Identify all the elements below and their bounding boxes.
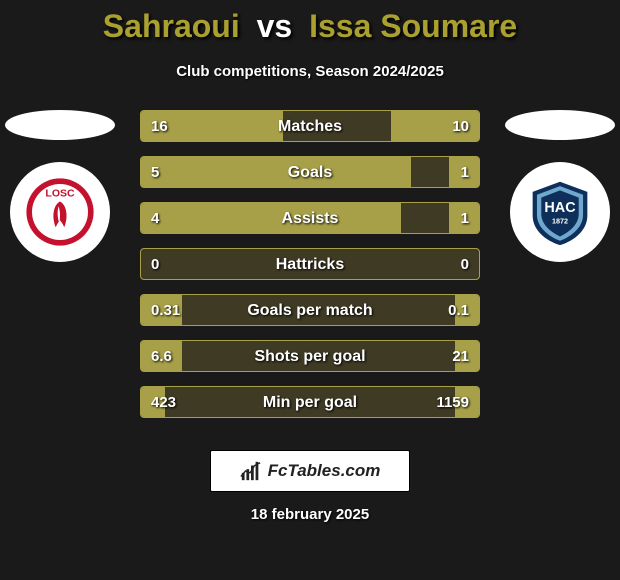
hac-crest-icon: HAC 1872: [524, 176, 596, 248]
stat-bar: 6.621Shots per goal: [140, 340, 480, 372]
stat-bar: 51Goals: [140, 156, 480, 188]
comparison-panel: LOSC HAC 1872 1610Matches 51Goals 41Assist…: [0, 110, 620, 430]
player1-name: Sahraoui: [103, 8, 240, 44]
stat-label: Goals per match: [141, 295, 479, 326]
stat-label: Assists: [141, 203, 479, 234]
subtitle: Club competitions, Season 2024/2025: [0, 63, 620, 80]
chart-icon: [240, 460, 262, 482]
stat-label: Matches: [141, 111, 479, 142]
left-club-crest: LOSC: [10, 162, 110, 262]
stat-bar: 41Assists: [140, 202, 480, 234]
right-badges: HAC 1872: [500, 110, 620, 262]
stat-label: Goals: [141, 157, 479, 188]
stat-bar: 0.310.1Goals per match: [140, 294, 480, 326]
site-name: FcTables.com: [268, 461, 381, 481]
page-title: Sahraoui vs Issa Soumare: [0, 0, 620, 45]
left-badges: LOSC: [0, 110, 120, 262]
svg-text:HAC: HAC: [544, 200, 575, 216]
svg-text:LOSC: LOSC: [45, 188, 75, 200]
stat-bar: 00Hattricks: [140, 248, 480, 280]
right-club-crest: HAC 1872: [510, 162, 610, 262]
stat-bar: 1610Matches: [140, 110, 480, 142]
stat-label: Min per goal: [141, 387, 479, 418]
stat-label: Shots per goal: [141, 341, 479, 372]
left-flag-ellipse: [5, 110, 115, 140]
losc-crest-icon: LOSC: [25, 177, 95, 247]
date-text: 18 february 2025: [0, 506, 620, 523]
player2-name: Issa Soumare: [309, 8, 517, 44]
stat-bar: 4231159Min per goal: [140, 386, 480, 418]
right-flag-ellipse: [505, 110, 615, 140]
svg-text:1872: 1872: [552, 217, 568, 226]
stat-label: Hattricks: [141, 249, 479, 280]
vs-text: vs: [257, 8, 293, 44]
site-logo[interactable]: FcTables.com: [210, 450, 410, 492]
stat-bars: 1610Matches 51Goals 41Assists 00Hattricks 0.…: [140, 110, 480, 432]
